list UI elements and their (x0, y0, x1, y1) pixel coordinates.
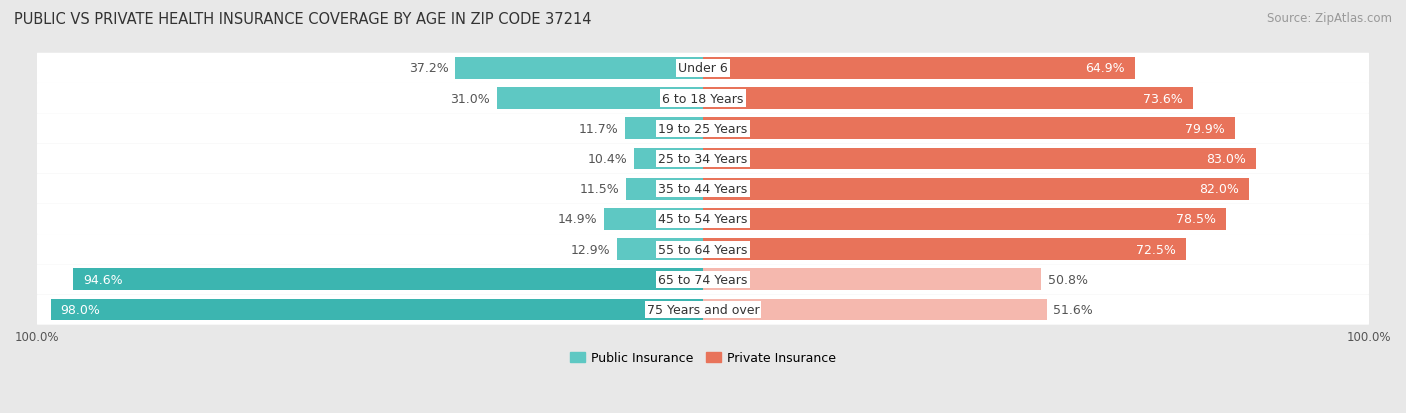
FancyBboxPatch shape (37, 265, 1369, 295)
Text: 94.6%: 94.6% (83, 273, 122, 286)
FancyBboxPatch shape (37, 114, 1369, 144)
Text: 82.0%: 82.0% (1199, 183, 1239, 196)
Text: 14.9%: 14.9% (558, 213, 598, 226)
Text: 35 to 44 Years: 35 to 44 Years (658, 183, 748, 196)
Text: 79.9%: 79.9% (1185, 123, 1225, 135)
Text: 45 to 54 Years: 45 to 54 Years (658, 213, 748, 226)
Text: 25 to 34 Years: 25 to 34 Years (658, 153, 748, 166)
Text: 19 to 25 Years: 19 to 25 Years (658, 123, 748, 135)
Text: PUBLIC VS PRIVATE HEALTH INSURANCE COVERAGE BY AGE IN ZIP CODE 37214: PUBLIC VS PRIVATE HEALTH INSURANCE COVER… (14, 12, 592, 27)
Bar (626, 118, 703, 140)
Text: 10.4%: 10.4% (588, 153, 627, 166)
Bar (456, 58, 703, 80)
Bar (496, 88, 703, 110)
Bar (703, 118, 1234, 140)
Text: 11.5%: 11.5% (581, 183, 620, 196)
Text: 55 to 64 Years: 55 to 64 Years (658, 243, 748, 256)
Text: 6 to 18 Years: 6 to 18 Years (662, 93, 744, 105)
Bar (703, 209, 1226, 230)
Text: 51.6%: 51.6% (1053, 303, 1092, 316)
Text: 78.5%: 78.5% (1175, 213, 1216, 226)
Bar (603, 209, 703, 230)
Bar (703, 178, 1249, 200)
Text: 12.9%: 12.9% (571, 243, 610, 256)
FancyBboxPatch shape (37, 144, 1369, 174)
Bar (51, 299, 703, 320)
Bar (703, 239, 1185, 260)
Text: 73.6%: 73.6% (1143, 93, 1182, 105)
Bar (73, 269, 703, 290)
Bar (703, 148, 1256, 170)
FancyBboxPatch shape (37, 204, 1369, 235)
Text: 98.0%: 98.0% (60, 303, 100, 316)
Text: 50.8%: 50.8% (1047, 273, 1088, 286)
Bar (703, 58, 1135, 80)
Bar (627, 178, 703, 200)
Text: 72.5%: 72.5% (1136, 243, 1175, 256)
FancyBboxPatch shape (37, 174, 1369, 204)
FancyBboxPatch shape (37, 295, 1369, 325)
Text: Source: ZipAtlas.com: Source: ZipAtlas.com (1267, 12, 1392, 25)
Text: 64.9%: 64.9% (1085, 62, 1125, 75)
Text: 11.7%: 11.7% (579, 123, 619, 135)
Legend: Public Insurance, Private Insurance: Public Insurance, Private Insurance (565, 347, 841, 370)
Bar (617, 239, 703, 260)
Bar (703, 269, 1042, 290)
FancyBboxPatch shape (37, 54, 1369, 84)
Bar (634, 148, 703, 170)
Bar (703, 299, 1046, 320)
Text: 65 to 74 Years: 65 to 74 Years (658, 273, 748, 286)
Text: 75 Years and over: 75 Years and over (647, 303, 759, 316)
Text: 37.2%: 37.2% (409, 62, 449, 75)
FancyBboxPatch shape (37, 235, 1369, 265)
Bar (703, 88, 1194, 110)
FancyBboxPatch shape (37, 84, 1369, 114)
Text: 31.0%: 31.0% (450, 93, 489, 105)
Text: 83.0%: 83.0% (1206, 153, 1246, 166)
Text: Under 6: Under 6 (678, 62, 728, 75)
